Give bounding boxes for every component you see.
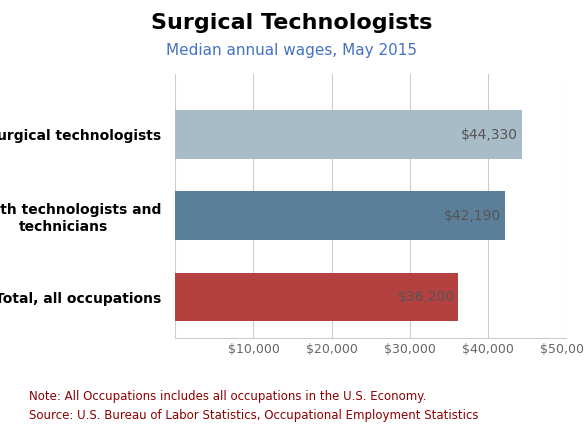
Bar <box>175 191 505 240</box>
Text: $44,330: $44,330 <box>461 128 518 142</box>
Text: $42,190: $42,190 <box>444 209 502 223</box>
Text: Source: U.S. Bureau of Labor Statistics, Occupational Employment Statistics: Source: U.S. Bureau of Labor Statistics,… <box>29 409 479 422</box>
Text: Surgical Technologists: Surgical Technologists <box>151 13 433 33</box>
Text: $36,200: $36,200 <box>398 290 454 304</box>
Bar <box>175 273 458 321</box>
Bar <box>175 110 522 159</box>
Text: Median annual wages, May 2015: Median annual wages, May 2015 <box>166 43 418 58</box>
Text: Note: All Occupations includes all occupations in the U.S. Economy.: Note: All Occupations includes all occup… <box>29 390 426 403</box>
